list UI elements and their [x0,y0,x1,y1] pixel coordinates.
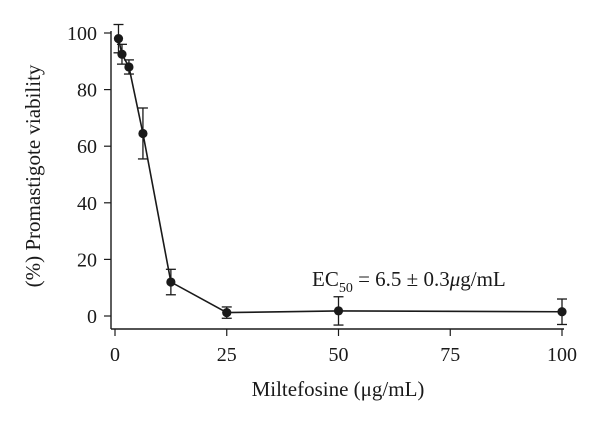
series-layer [113,23,567,326]
x-axis-title: Miltefosine (μg/mL) [252,377,425,401]
ec50-annotation-mu: μ [449,267,461,291]
data-point [124,62,134,72]
y-tick-label: 0 [87,306,97,328]
axes: 0 20 40 60 80 100 0 25 50 75 100 [67,23,577,366]
ec50-annotation-subscript: 50 [339,281,353,296]
ec50-annotation-ec: EC [312,267,339,291]
x-tick-label: 75 [440,344,460,366]
data-point [117,49,127,59]
y-tick-label: 40 [77,193,97,215]
x-tick-label: 0 [110,344,120,366]
x-tick-label: 100 [547,344,577,366]
y-tick-label: 20 [77,249,97,271]
y-tick-label: 60 [77,136,97,158]
x-tick-label: 25 [217,344,237,366]
data-point [557,307,567,317]
x-tick-label: 50 [329,344,349,366]
data-point [113,34,124,44]
y-axis-title: (%) Promastigote viability [21,64,45,287]
ec50-annotation-value: = 6.5 ± 0.3 [353,267,450,291]
data-point [138,128,148,139]
ec50-annotation-unit: g/mL [460,267,506,291]
data-point [166,277,176,287]
data-point [222,308,232,318]
y-tick-label: 100 [67,23,97,45]
y-tick-label: 80 [77,80,97,102]
ec50-annotation: EC50 = 6.5 ± 0.3μg/mL [312,267,506,296]
data-point [333,306,344,316]
